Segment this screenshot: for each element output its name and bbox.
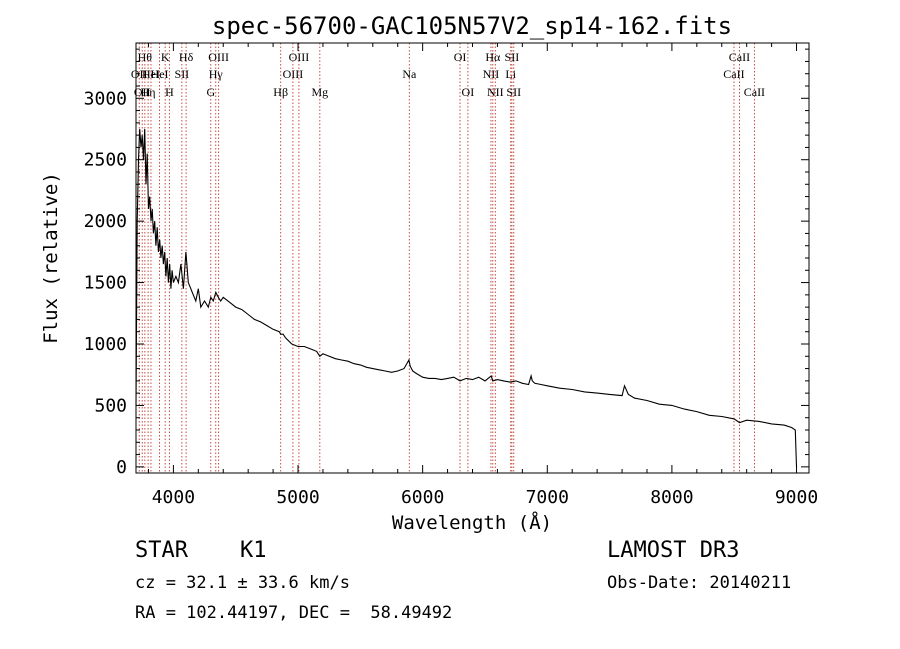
marker-label-21: Hα — [485, 50, 501, 64]
marker-label-14: OIII — [283, 67, 304, 81]
marker-label-15: OIII — [289, 50, 310, 64]
marker-label-22: NII — [487, 85, 504, 99]
marker-label-23: Li — [505, 67, 516, 81]
y-tick-label-500: 500 — [94, 395, 127, 416]
y-tick-label-0: 0 — [116, 457, 127, 478]
marker-label-25: SII — [506, 85, 521, 99]
chart-title: spec-56700-GAC105N57V2_sp14-162.fits — [212, 12, 732, 40]
marker-label-2: Hθ — [138, 50, 153, 64]
x-tick-label-6000: 6000 — [401, 487, 444, 508]
redshift-text: cz = 32.1 ± 33.6 km/s — [135, 573, 350, 593]
x-tick-label-9000: 9000 — [775, 487, 818, 508]
marker-label-20: NII — [483, 67, 500, 81]
marker-label-8: SII — [175, 67, 190, 81]
x-tick-label-4000: 4000 — [152, 487, 195, 508]
marker-label-4: HeI — [142, 67, 160, 81]
marker-label-9: Hδ — [179, 50, 194, 64]
y-tick-label-1500: 1500 — [84, 273, 127, 294]
y-axis-label: Flux (relative) — [40, 172, 62, 344]
marker-label-19: OI — [462, 85, 475, 99]
y-tick-label-3000: 3000 — [84, 88, 127, 109]
marker-label-5: HeI — [151, 67, 169, 81]
x-tick-label-7000: 7000 — [526, 487, 569, 508]
object-class: STAR — [135, 538, 188, 563]
marker-label-16: Mg — [311, 85, 328, 99]
object-subclass: K1 — [240, 538, 267, 563]
marker-label-18: OI — [454, 50, 467, 64]
marker-label-26: CaII — [723, 67, 744, 81]
observation-date: Obs-Date: 20140211 — [607, 573, 792, 593]
marker-label-1: OII — [134, 85, 151, 99]
marker-label-27: CaII — [729, 50, 750, 64]
x-tick-label-5000: 5000 — [276, 487, 319, 508]
marker-label-7: H — [165, 85, 174, 99]
marker-label-3: Hη — [141, 85, 156, 99]
marker-label-24: SII — [505, 50, 520, 64]
marker-label-6: K — [161, 50, 170, 64]
marker-label-17: Na — [402, 67, 417, 81]
plot-frame — [135, 42, 810, 474]
y-tick-label-2500: 2500 — [84, 150, 127, 171]
marker-label-12: OIII — [208, 50, 229, 64]
survey-label: LAMOST DR3 — [607, 538, 740, 563]
marker-label-13: Hβ — [273, 85, 288, 99]
spectrum-line — [135, 128, 798, 467]
coordinates-text: RA = 102.44197, DEC = 58.49492 — [135, 603, 453, 623]
x-tick-label-8000: 8000 — [650, 487, 693, 508]
marker-label-10: G — [206, 85, 215, 99]
x-axis-label: Wavelength (Å) — [392, 511, 552, 534]
y-tick-label-1000: 1000 — [84, 334, 127, 355]
marker-label-28: CaII — [744, 85, 765, 99]
y-tick-label-2000: 2000 — [84, 211, 127, 232]
marker-label-11: Hγ — [209, 67, 224, 81]
